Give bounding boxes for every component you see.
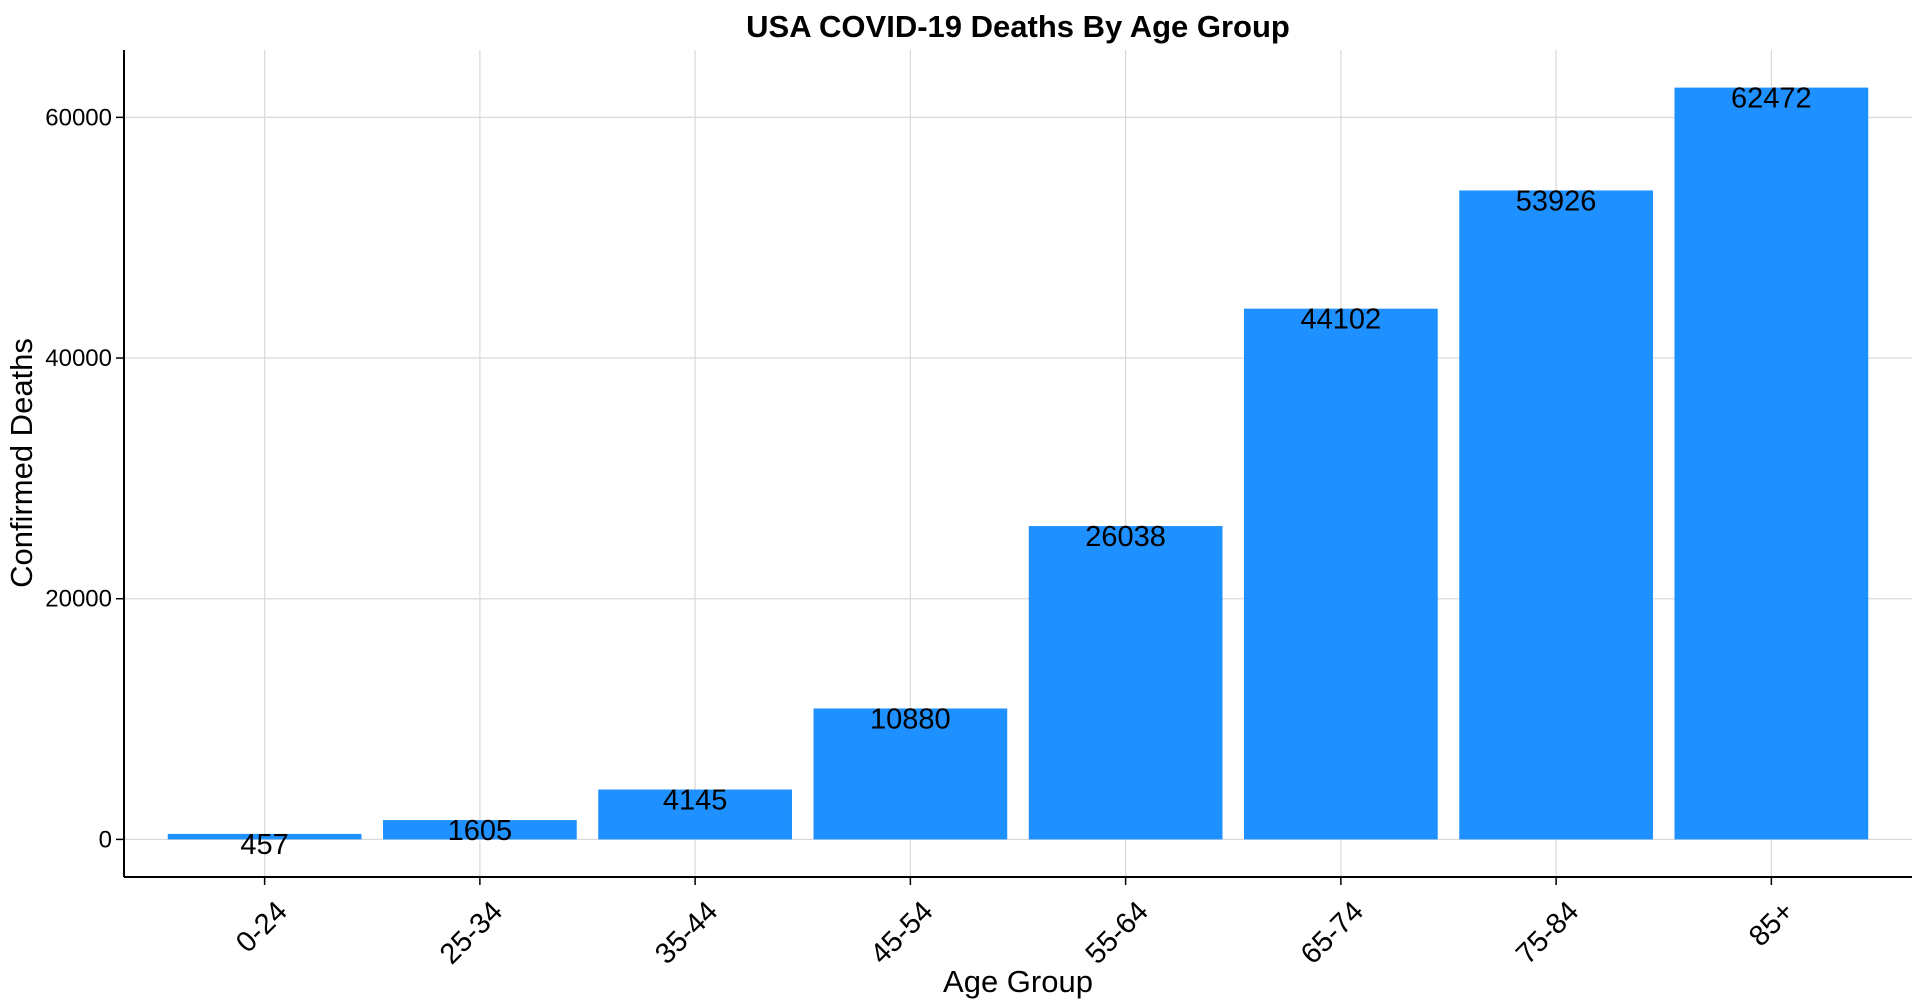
- bar-55-64: [1028, 526, 1223, 840]
- bar-25-34: [383, 820, 577, 840]
- y-axis-title: Confirmed Deaths: [4, 338, 39, 588]
- y-axis-ticks: 0 20000 40000 60000: [45, 104, 124, 853]
- data-label: 4145: [663, 785, 728, 817]
- bar-45-54: [813, 708, 1008, 840]
- chart-title: USA COVID-19 Deaths By Age Group: [746, 9, 1290, 44]
- data-label: 10880: [870, 703, 951, 735]
- data-label: 62472: [1731, 83, 1812, 115]
- data-label: 1605: [448, 815, 513, 847]
- data-label: 53926: [1516, 185, 1597, 217]
- bars: [167, 87, 1869, 840]
- data-label: 26038: [1085, 521, 1166, 553]
- data-label: 44102: [1301, 304, 1382, 336]
- bar-35-44: [598, 789, 792, 840]
- bar-75-84: [1459, 190, 1653, 840]
- data-labels: 457 1605 4145 10880 26038 44102 53926 62472: [240, 83, 1811, 861]
- bar-85+: [1674, 87, 1869, 840]
- bar-65-74: [1244, 308, 1438, 840]
- x-axis-title: Age Group: [943, 964, 1093, 999]
- y-tick-label: 40000: [45, 345, 112, 372]
- y-tick-label: 20000: [45, 586, 112, 613]
- bar-0-24: [167, 833, 362, 840]
- data-label: 457: [240, 829, 288, 861]
- y-tick-label: 60000: [45, 104, 112, 131]
- y-tick-label: 0: [99, 826, 112, 853]
